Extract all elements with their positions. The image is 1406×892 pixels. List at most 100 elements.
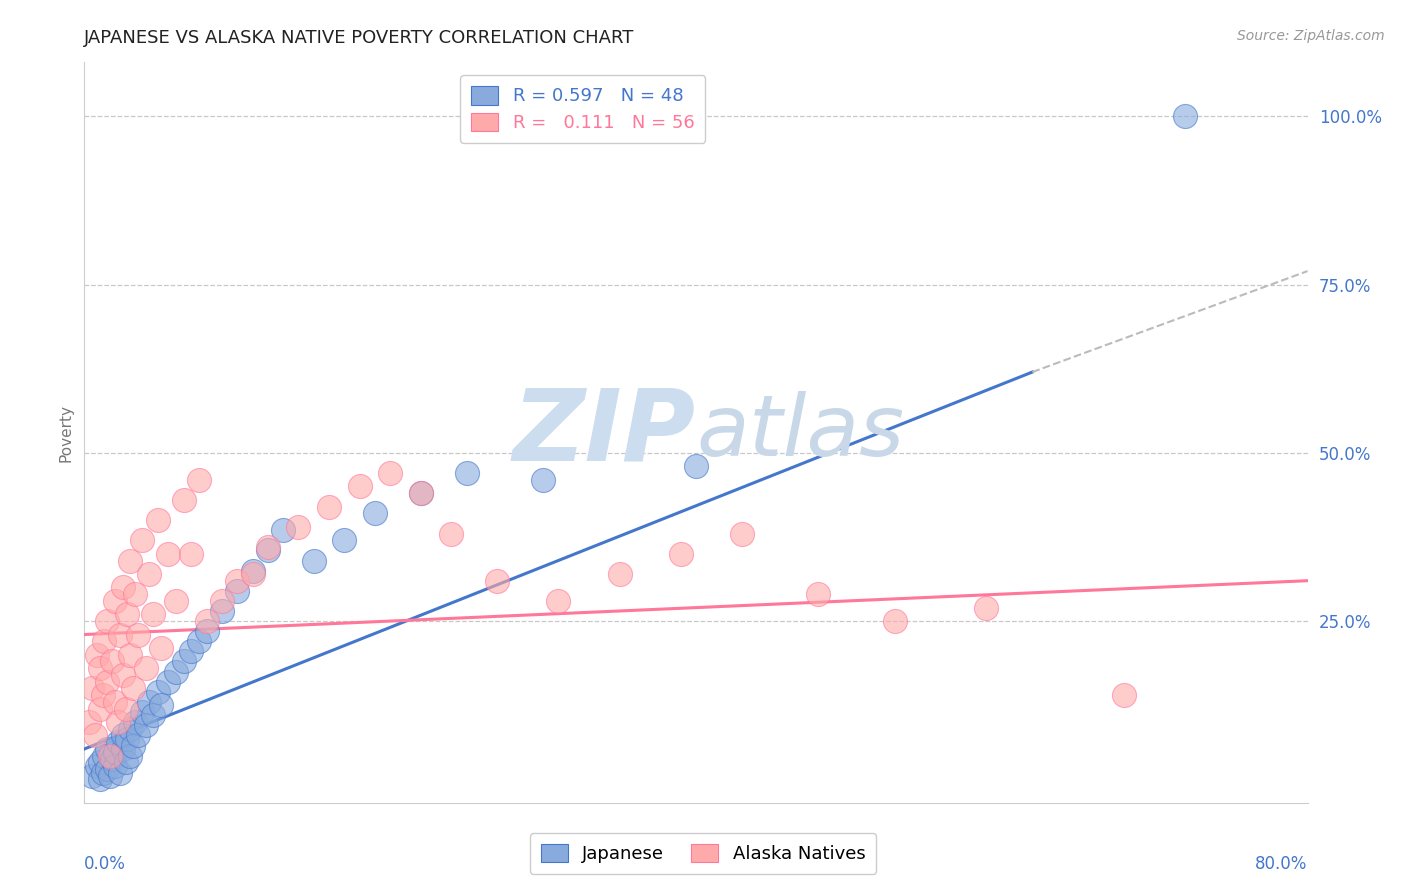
Point xyxy=(122,681,145,696)
Point xyxy=(111,668,134,682)
Point xyxy=(685,459,707,474)
Point xyxy=(124,714,146,729)
Point xyxy=(333,533,356,548)
Point xyxy=(111,742,134,756)
Point xyxy=(98,748,121,763)
Point xyxy=(257,540,280,554)
Point xyxy=(142,607,165,622)
Point xyxy=(122,739,145,753)
Point xyxy=(731,526,754,541)
Point xyxy=(104,758,127,772)
Point xyxy=(111,581,134,595)
Point xyxy=(976,600,998,615)
Point xyxy=(380,466,402,480)
Point xyxy=(96,742,118,756)
Point xyxy=(89,772,111,787)
Point xyxy=(96,674,118,689)
Point xyxy=(364,507,387,521)
Point xyxy=(188,634,211,648)
Point xyxy=(257,543,280,558)
Point xyxy=(409,486,432,500)
Point xyxy=(135,661,157,675)
Point xyxy=(111,729,134,743)
Point xyxy=(456,466,478,480)
Point xyxy=(127,729,149,743)
Text: ZIP: ZIP xyxy=(513,384,696,481)
Point xyxy=(349,479,371,493)
Point xyxy=(98,769,121,783)
Point xyxy=(409,486,432,500)
Point xyxy=(195,614,218,628)
Point xyxy=(302,553,325,567)
Point xyxy=(211,594,233,608)
Point xyxy=(146,513,169,527)
Point xyxy=(91,765,114,780)
Point xyxy=(146,685,169,699)
Point xyxy=(131,705,153,719)
Point xyxy=(135,718,157,732)
Point xyxy=(609,566,631,581)
Point xyxy=(84,729,107,743)
Point xyxy=(101,655,124,669)
Point xyxy=(127,627,149,641)
Point xyxy=(149,640,172,655)
Point xyxy=(120,722,142,736)
Point xyxy=(114,701,136,715)
Point xyxy=(180,547,202,561)
Point xyxy=(96,762,118,776)
Point xyxy=(242,566,264,581)
Point xyxy=(89,701,111,715)
Point xyxy=(138,566,160,581)
Point xyxy=(883,614,905,628)
Point xyxy=(138,695,160,709)
Point xyxy=(211,604,233,618)
Point xyxy=(486,574,509,588)
Point xyxy=(120,648,142,662)
Point xyxy=(1174,109,1197,123)
Point xyxy=(173,492,195,507)
Point xyxy=(124,587,146,601)
Point xyxy=(157,674,180,689)
Point xyxy=(86,758,108,772)
Point xyxy=(91,688,114,702)
Point xyxy=(107,735,129,749)
Point xyxy=(226,574,249,588)
Point xyxy=(531,473,554,487)
Point xyxy=(93,748,115,763)
Text: atlas: atlas xyxy=(696,391,904,475)
Point xyxy=(173,655,195,669)
Point xyxy=(669,547,692,561)
Point xyxy=(104,695,127,709)
Point xyxy=(108,627,131,641)
Point xyxy=(80,681,103,696)
Point xyxy=(271,523,294,537)
Text: 0.0%: 0.0% xyxy=(84,855,127,872)
Point xyxy=(131,533,153,548)
Point xyxy=(89,661,111,675)
Text: JAPANESE VS ALASKA NATIVE POVERTY CORRELATION CHART: JAPANESE VS ALASKA NATIVE POVERTY CORREL… xyxy=(84,29,634,47)
Point xyxy=(195,624,218,639)
Point xyxy=(287,520,309,534)
Point xyxy=(114,756,136,770)
Point xyxy=(157,547,180,561)
Point xyxy=(96,614,118,628)
Point xyxy=(115,731,138,746)
Point xyxy=(226,583,249,598)
Point xyxy=(93,634,115,648)
Point xyxy=(115,607,138,622)
Point xyxy=(440,526,463,541)
Point xyxy=(104,745,127,759)
Point xyxy=(101,752,124,766)
Point xyxy=(1114,688,1136,702)
Text: Source: ZipAtlas.com: Source: ZipAtlas.com xyxy=(1237,29,1385,43)
Legend: R = 0.597   N = 48, R =   0.111   N = 56: R = 0.597 N = 48, R = 0.111 N = 56 xyxy=(460,75,706,143)
Point xyxy=(89,756,111,770)
Point xyxy=(120,748,142,763)
Point xyxy=(77,714,100,729)
Point xyxy=(180,644,202,658)
Point xyxy=(547,594,569,608)
Point xyxy=(107,714,129,729)
Y-axis label: Poverty: Poverty xyxy=(58,403,73,462)
Point xyxy=(165,594,187,608)
Point xyxy=(142,708,165,723)
